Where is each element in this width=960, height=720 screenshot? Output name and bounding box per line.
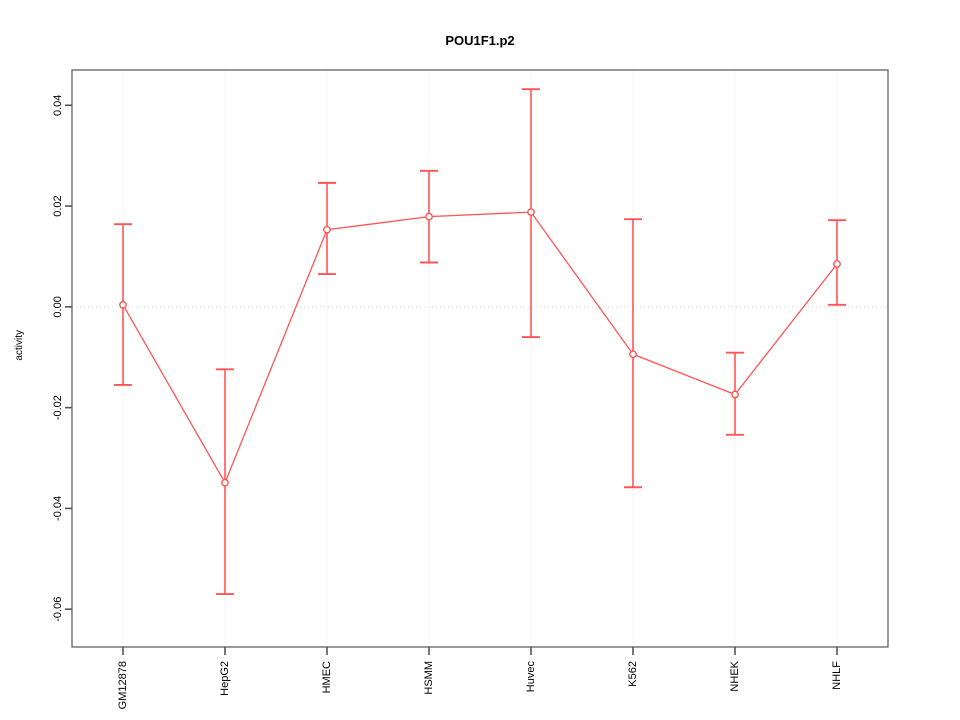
series-line <box>122 211 838 485</box>
data-point-marker <box>629 350 637 359</box>
x-axis-tick-label: K562 <box>627 661 639 687</box>
data-point-marker <box>731 390 739 399</box>
y-axis-tick-label: 0.04 <box>52 95 64 116</box>
gridlines <box>72 70 888 647</box>
x-axis: GM12878 HepG2 HMEC HSMM Huvec K562 NHEK NHLF <box>117 647 843 709</box>
y-axis: 0.04 0.02 0.00 -0.02 -0.04 -0.06 <box>52 95 72 622</box>
chart-title: POU1F1.p2 <box>445 33 515 48</box>
data-points <box>119 208 841 487</box>
y-axis-tick-label: 0.02 <box>52 195 64 216</box>
x-axis-tick-label: HSMM <box>423 661 435 695</box>
data-point-marker <box>323 225 331 234</box>
y-axis-tick-label: -0.06 <box>52 597 64 622</box>
plot-frame <box>71 69 889 648</box>
x-axis-tick-label: HMEC <box>321 661 333 693</box>
x-axis-tick-label: NHLF <box>831 661 843 690</box>
data-point-marker <box>221 478 229 487</box>
error-bars <box>114 88 846 596</box>
x-axis-tick-label: GM12878 <box>117 661 129 709</box>
data-point-marker <box>425 212 433 221</box>
x-axis-tick-label: Huvec <box>525 661 537 693</box>
y-axis-tick-label: -0.04 <box>52 496 64 521</box>
y-axis-tick-label: 0.00 <box>52 296 64 317</box>
data-point-marker <box>833 260 841 268</box>
x-axis-tick-label: NHEK <box>729 660 741 691</box>
data-point-marker <box>119 300 127 309</box>
data-point-marker <box>527 208 535 217</box>
y-axis-tick-label: -0.02 <box>52 395 64 420</box>
x-axis-tick-label: HepG2 <box>219 661 231 696</box>
